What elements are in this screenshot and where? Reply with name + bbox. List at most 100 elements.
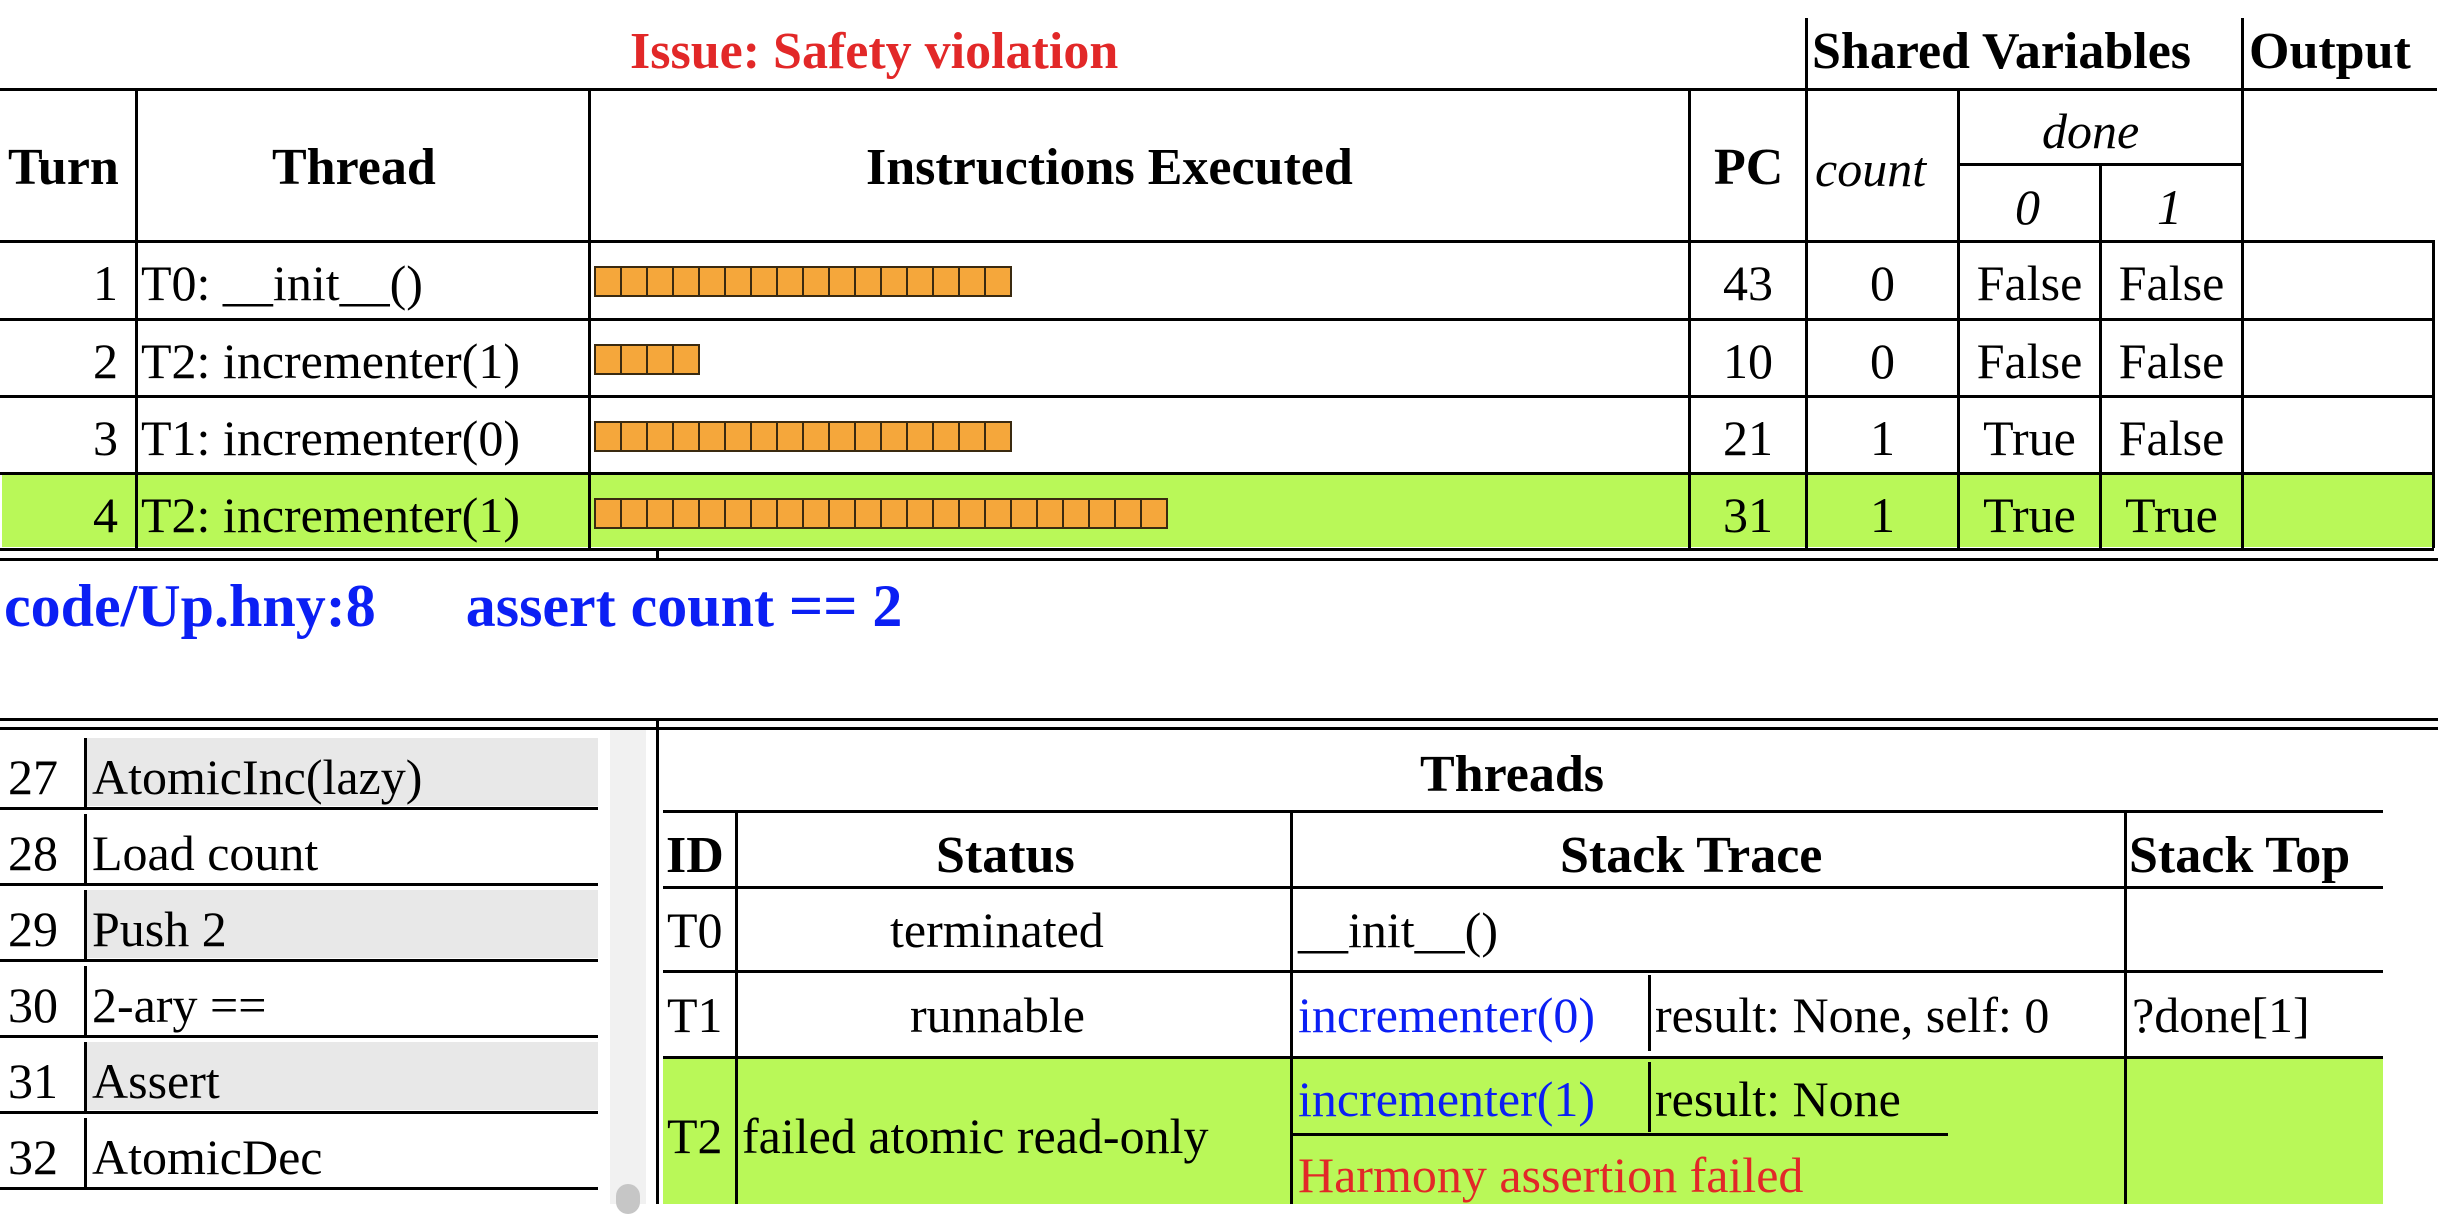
instruction-step[interactable] [880,266,908,297]
thread-method-link-t1[interactable]: incrementer(0) [1298,987,1596,1043]
thread-status-t1: runnable [910,987,1085,1043]
instruction-step[interactable] [620,344,648,375]
shared-variables-header: Shared Variables [1812,23,2192,80]
source-statement: assert count == 2 [465,573,903,639]
thread-header: Thread [272,139,436,196]
turn-count: 0 [1870,255,1895,311]
instruction-step[interactable] [958,421,986,452]
instruction-step[interactable] [724,498,752,529]
instruction-step[interactable] [984,266,1012,297]
instruction-step[interactable] [906,421,934,452]
threads-stack-trace-header: Stack Trace [1560,827,1823,884]
code-line-text[interactable]: Assert [92,1053,220,1109]
code-line-text[interactable]: AtomicInc(lazy) [92,749,423,805]
instruction-step[interactable] [906,498,934,529]
instruction-step[interactable] [1088,498,1116,529]
threads-title: Threads [1420,746,1604,803]
instruction-step[interactable] [854,266,882,297]
instruction-step[interactable] [698,266,726,297]
instruction-step[interactable] [932,421,960,452]
instruction-step[interactable] [594,266,622,297]
instruction-step[interactable] [854,421,882,452]
instruction-step[interactable] [1114,498,1142,529]
thread-status-t0: terminated [890,902,1104,958]
code-scrollbar[interactable] [610,730,646,1204]
instruction-step[interactable] [828,421,856,452]
instruction-step[interactable] [984,421,1012,452]
code-scrollbar-thumb[interactable] [616,1184,640,1214]
instruction-step[interactable] [958,498,986,529]
code-line-text[interactable]: AtomicDec [92,1129,323,1185]
turn-pc: 43 [1723,255,1773,311]
code-location: code/Up.hny:8 assert count == 2 [4,572,902,641]
instruction-step[interactable] [750,498,778,529]
instruction-step[interactable] [646,498,674,529]
code-listing[interactable]: 27 AtomicInc(lazy) 28 Load count 29 Push 2 30 2… [0,730,650,1204]
instruction-step[interactable] [672,421,700,452]
instruction-step[interactable] [646,421,674,452]
instruction-step[interactable] [984,498,1012,529]
turn-done-1: False [2118,255,2225,311]
instruction-step[interactable] [906,266,934,297]
instruction-step[interactable] [698,421,726,452]
instruction-step[interactable] [698,498,726,529]
instructions-bar[interactable] [594,344,700,377]
code-line-text[interactable]: 2-ary == [92,977,267,1033]
instruction-step[interactable] [646,344,674,375]
turn-thread: T0: __init__() [141,255,423,311]
instruction-step[interactable] [594,421,622,452]
instruction-step[interactable] [646,266,674,297]
code-line-number: 30 [8,977,58,1033]
turn-done-0: True [1983,410,2076,466]
pc-header: PC [1714,139,1784,196]
turn-thread: T2: incrementer(1) [141,487,520,543]
instruction-step[interactable] [828,498,856,529]
instruction-step[interactable] [1140,498,1168,529]
instruction-step[interactable] [620,498,648,529]
count-header: count [1815,141,1927,197]
instruction-step[interactable] [750,266,778,297]
turn-number: 1 [93,255,118,311]
code-line-text[interactable]: Push 2 [92,901,227,957]
code-line-text[interactable]: Load count [92,825,319,881]
instruction-step[interactable] [672,344,700,375]
instruction-step[interactable] [802,421,830,452]
threads-status-header: Status [936,827,1075,884]
instructions-bar[interactable] [594,421,1012,454]
instruction-step[interactable] [776,498,804,529]
threads-stack-top-header: Stack Top [2129,827,2351,884]
source-file: code/Up.hny:8 [4,573,376,639]
thread-method-link-t2[interactable]: incrementer(1) [1298,1071,1596,1127]
instruction-step[interactable] [672,498,700,529]
turn-pc: 10 [1723,333,1773,389]
instruction-step[interactable] [932,266,960,297]
instruction-step[interactable] [880,498,908,529]
instruction-step[interactable] [880,421,908,452]
instruction-step[interactable] [594,344,622,375]
instruction-step[interactable] [724,266,752,297]
instruction-step[interactable] [802,266,830,297]
instruction-step[interactable] [776,266,804,297]
instruction-step[interactable] [932,498,960,529]
instruction-step[interactable] [750,421,778,452]
instruction-step[interactable] [854,498,882,529]
thread-status-t2: failed atomic read-only [742,1108,1209,1164]
instructions-bar[interactable] [594,266,1012,299]
instruction-step[interactable] [1062,498,1090,529]
turn-thread: T1: incrementer(0) [141,410,520,466]
instruction-step[interactable] [776,421,804,452]
instruction-step[interactable] [672,266,700,297]
instruction-step[interactable] [802,498,830,529]
instruction-step[interactable] [594,498,622,529]
instruction-step[interactable] [828,266,856,297]
turn-done-0: False [1976,255,2083,311]
instructions-bar[interactable] [594,498,1168,531]
instruction-step[interactable] [1010,498,1038,529]
instruction-step[interactable] [958,266,986,297]
instruction-step[interactable] [724,421,752,452]
instruction-step[interactable] [620,266,648,297]
instruction-step[interactable] [620,421,648,452]
thread-method-t0: __init__() [1298,902,1498,958]
instruction-step[interactable] [1036,498,1064,529]
turn-done-0: True [1983,487,2076,543]
